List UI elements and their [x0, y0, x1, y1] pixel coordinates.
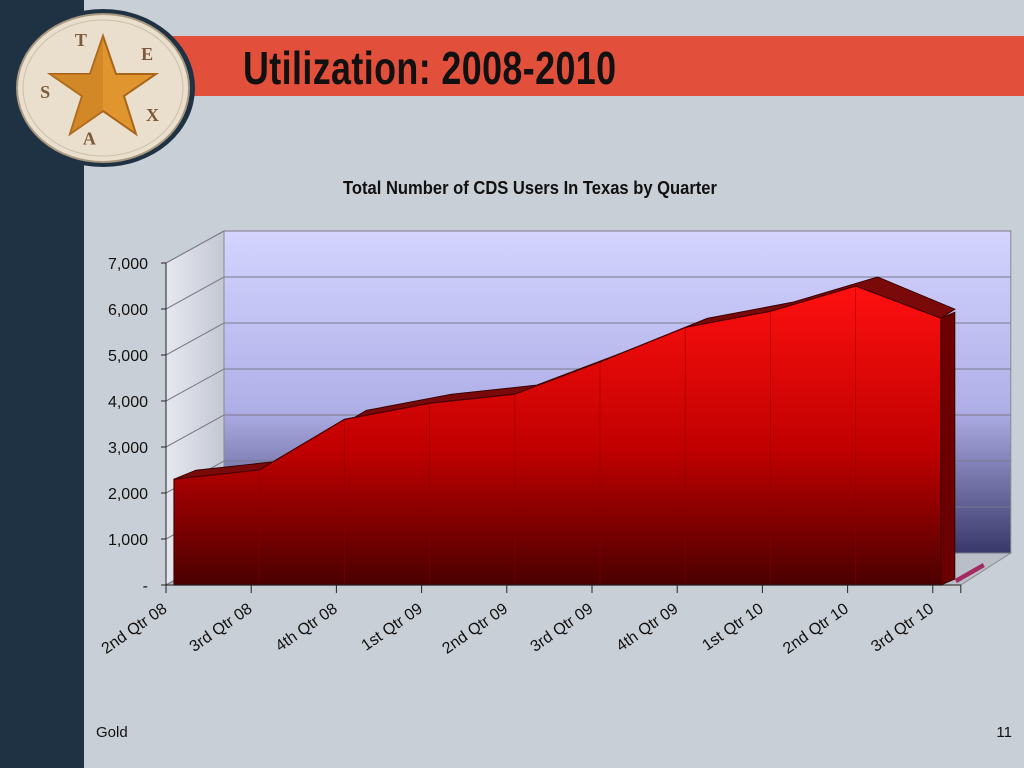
area-side-face — [940, 311, 956, 586]
y-tick-label: - — [143, 578, 148, 595]
title-bar — [170, 36, 1024, 96]
x-tick-label: 3rd Qtr 10 — [868, 600, 937, 655]
chart-title: Total Number of CDS Users In Texas by Qu… — [343, 178, 717, 198]
y-tick-label: 1,000 — [108, 532, 148, 549]
y-tick-label: 5,000 — [108, 348, 148, 365]
y-tick-label: 6,000 — [108, 302, 148, 319]
gridline — [165, 230, 1011, 264]
y-tick-label: 4,000 — [108, 394, 148, 411]
x-tick-label: 2nd Qtr 09 — [439, 600, 511, 657]
x-tick-label: 1st Qtr 09 — [359, 600, 426, 654]
gridline — [165, 276, 1011, 310]
x-tick-label: 3rd Qtr 08 — [187, 600, 256, 655]
page-number: 11 — [996, 724, 1012, 741]
y-tick-label: 3,000 — [108, 440, 148, 457]
slide-title: Utilization: 2008-2010 — [243, 42, 617, 94]
area-floor-strip — [954, 563, 985, 583]
x-tick-label: 4th Qtr 08 — [273, 600, 341, 655]
x-tick-label: 1st Qtr 10 — [699, 600, 766, 654]
texas-seal-logo: T E X A S — [11, 9, 195, 167]
seal-letter: S — [40, 82, 50, 102]
x-tick-label: 3rd Qtr 09 — [528, 600, 597, 655]
seal-letter: X — [146, 105, 159, 125]
x-tick-label: 4th Qtr 09 — [613, 600, 681, 655]
x-tick-label: 2nd Qtr 10 — [780, 600, 852, 657]
y-tick-label: 7,000 — [108, 256, 148, 273]
x-tick-label: 2nd Qtr 08 — [99, 600, 171, 657]
seal-letter: E — [141, 44, 153, 64]
seal-letter: A — [83, 129, 96, 149]
y-tick-label: 2,000 — [108, 486, 148, 503]
seal-letter: T — [75, 30, 87, 50]
footer-label: Gold — [96, 724, 128, 741]
